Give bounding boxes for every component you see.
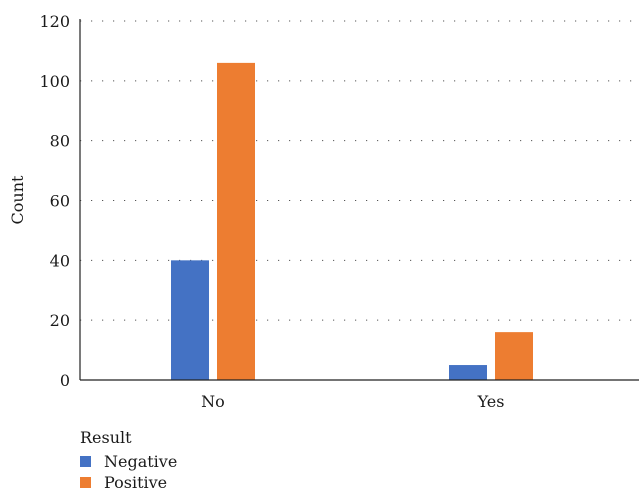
legend-label-negative: Negative bbox=[104, 452, 177, 471]
y-tick-label: 80 bbox=[50, 132, 70, 151]
gridlines bbox=[80, 20, 636, 321]
legend-swatch-negative bbox=[80, 456, 91, 467]
bars bbox=[171, 62, 533, 381]
y-tick-label: 40 bbox=[50, 251, 70, 270]
legend-title: Result bbox=[80, 428, 132, 447]
y-tick-label: 120 bbox=[39, 12, 70, 31]
y-tick-label: 100 bbox=[39, 72, 70, 91]
x-tick-label: Yes bbox=[477, 392, 505, 411]
y-tick-labels: 0 20 40 60 80 100 120 bbox=[39, 12, 70, 390]
bar-positive-yes bbox=[495, 332, 533, 380]
y-tick-label: 20 bbox=[50, 311, 70, 330]
x-tick-labels: No Yes bbox=[201, 392, 504, 411]
legend-swatch-positive bbox=[80, 477, 91, 488]
x-tick-label: No bbox=[201, 392, 225, 411]
y-axis-title: Count bbox=[8, 175, 27, 224]
y-tick-label: 60 bbox=[50, 192, 70, 211]
bar-negative-yes bbox=[449, 365, 487, 380]
legend-label-positive: Positive bbox=[104, 473, 167, 492]
bar-negative-no bbox=[171, 260, 209, 380]
y-tick-label: 0 bbox=[60, 371, 70, 390]
axes bbox=[79, 19, 639, 381]
legend: Result Negative Positive bbox=[80, 428, 177, 492]
bar-positive-no bbox=[217, 62, 255, 381]
